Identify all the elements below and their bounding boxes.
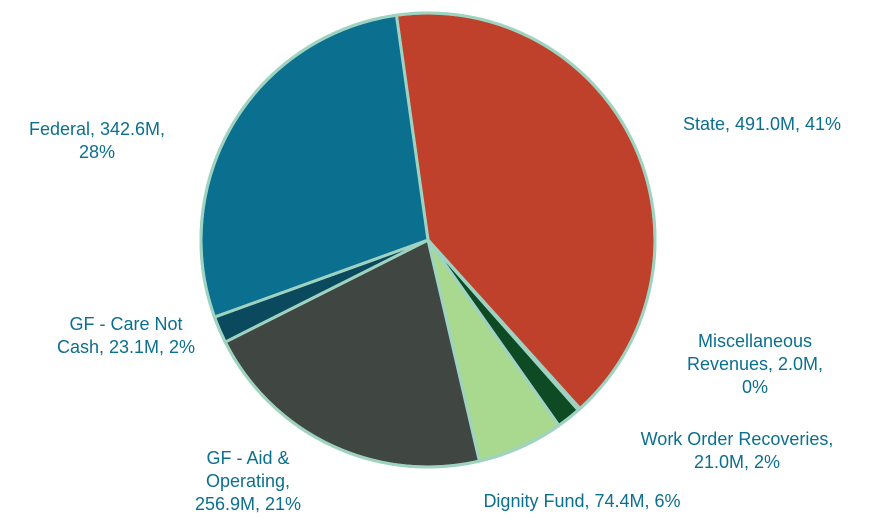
slice-label: Work Order Recoveries, 21.0M, 2% [640, 429, 834, 472]
slice-label: Dignity Fund, 74.4M, 6% [483, 491, 681, 511]
slice-label: Miscellaneous Revenues, 2.0M, 0% [686, 331, 824, 397]
slice-label: State, 491.0M, 41% [682, 114, 842, 134]
slice-label: Federal, 342.6M, 28% [28, 119, 166, 162]
pie-outline [199, 11, 657, 469]
slice-label: GF - Aid & Operating, 256.9M, 21% [194, 448, 302, 514]
slice-label: GF - Care Not Cash, 23.1M, 2% [56, 314, 196, 357]
